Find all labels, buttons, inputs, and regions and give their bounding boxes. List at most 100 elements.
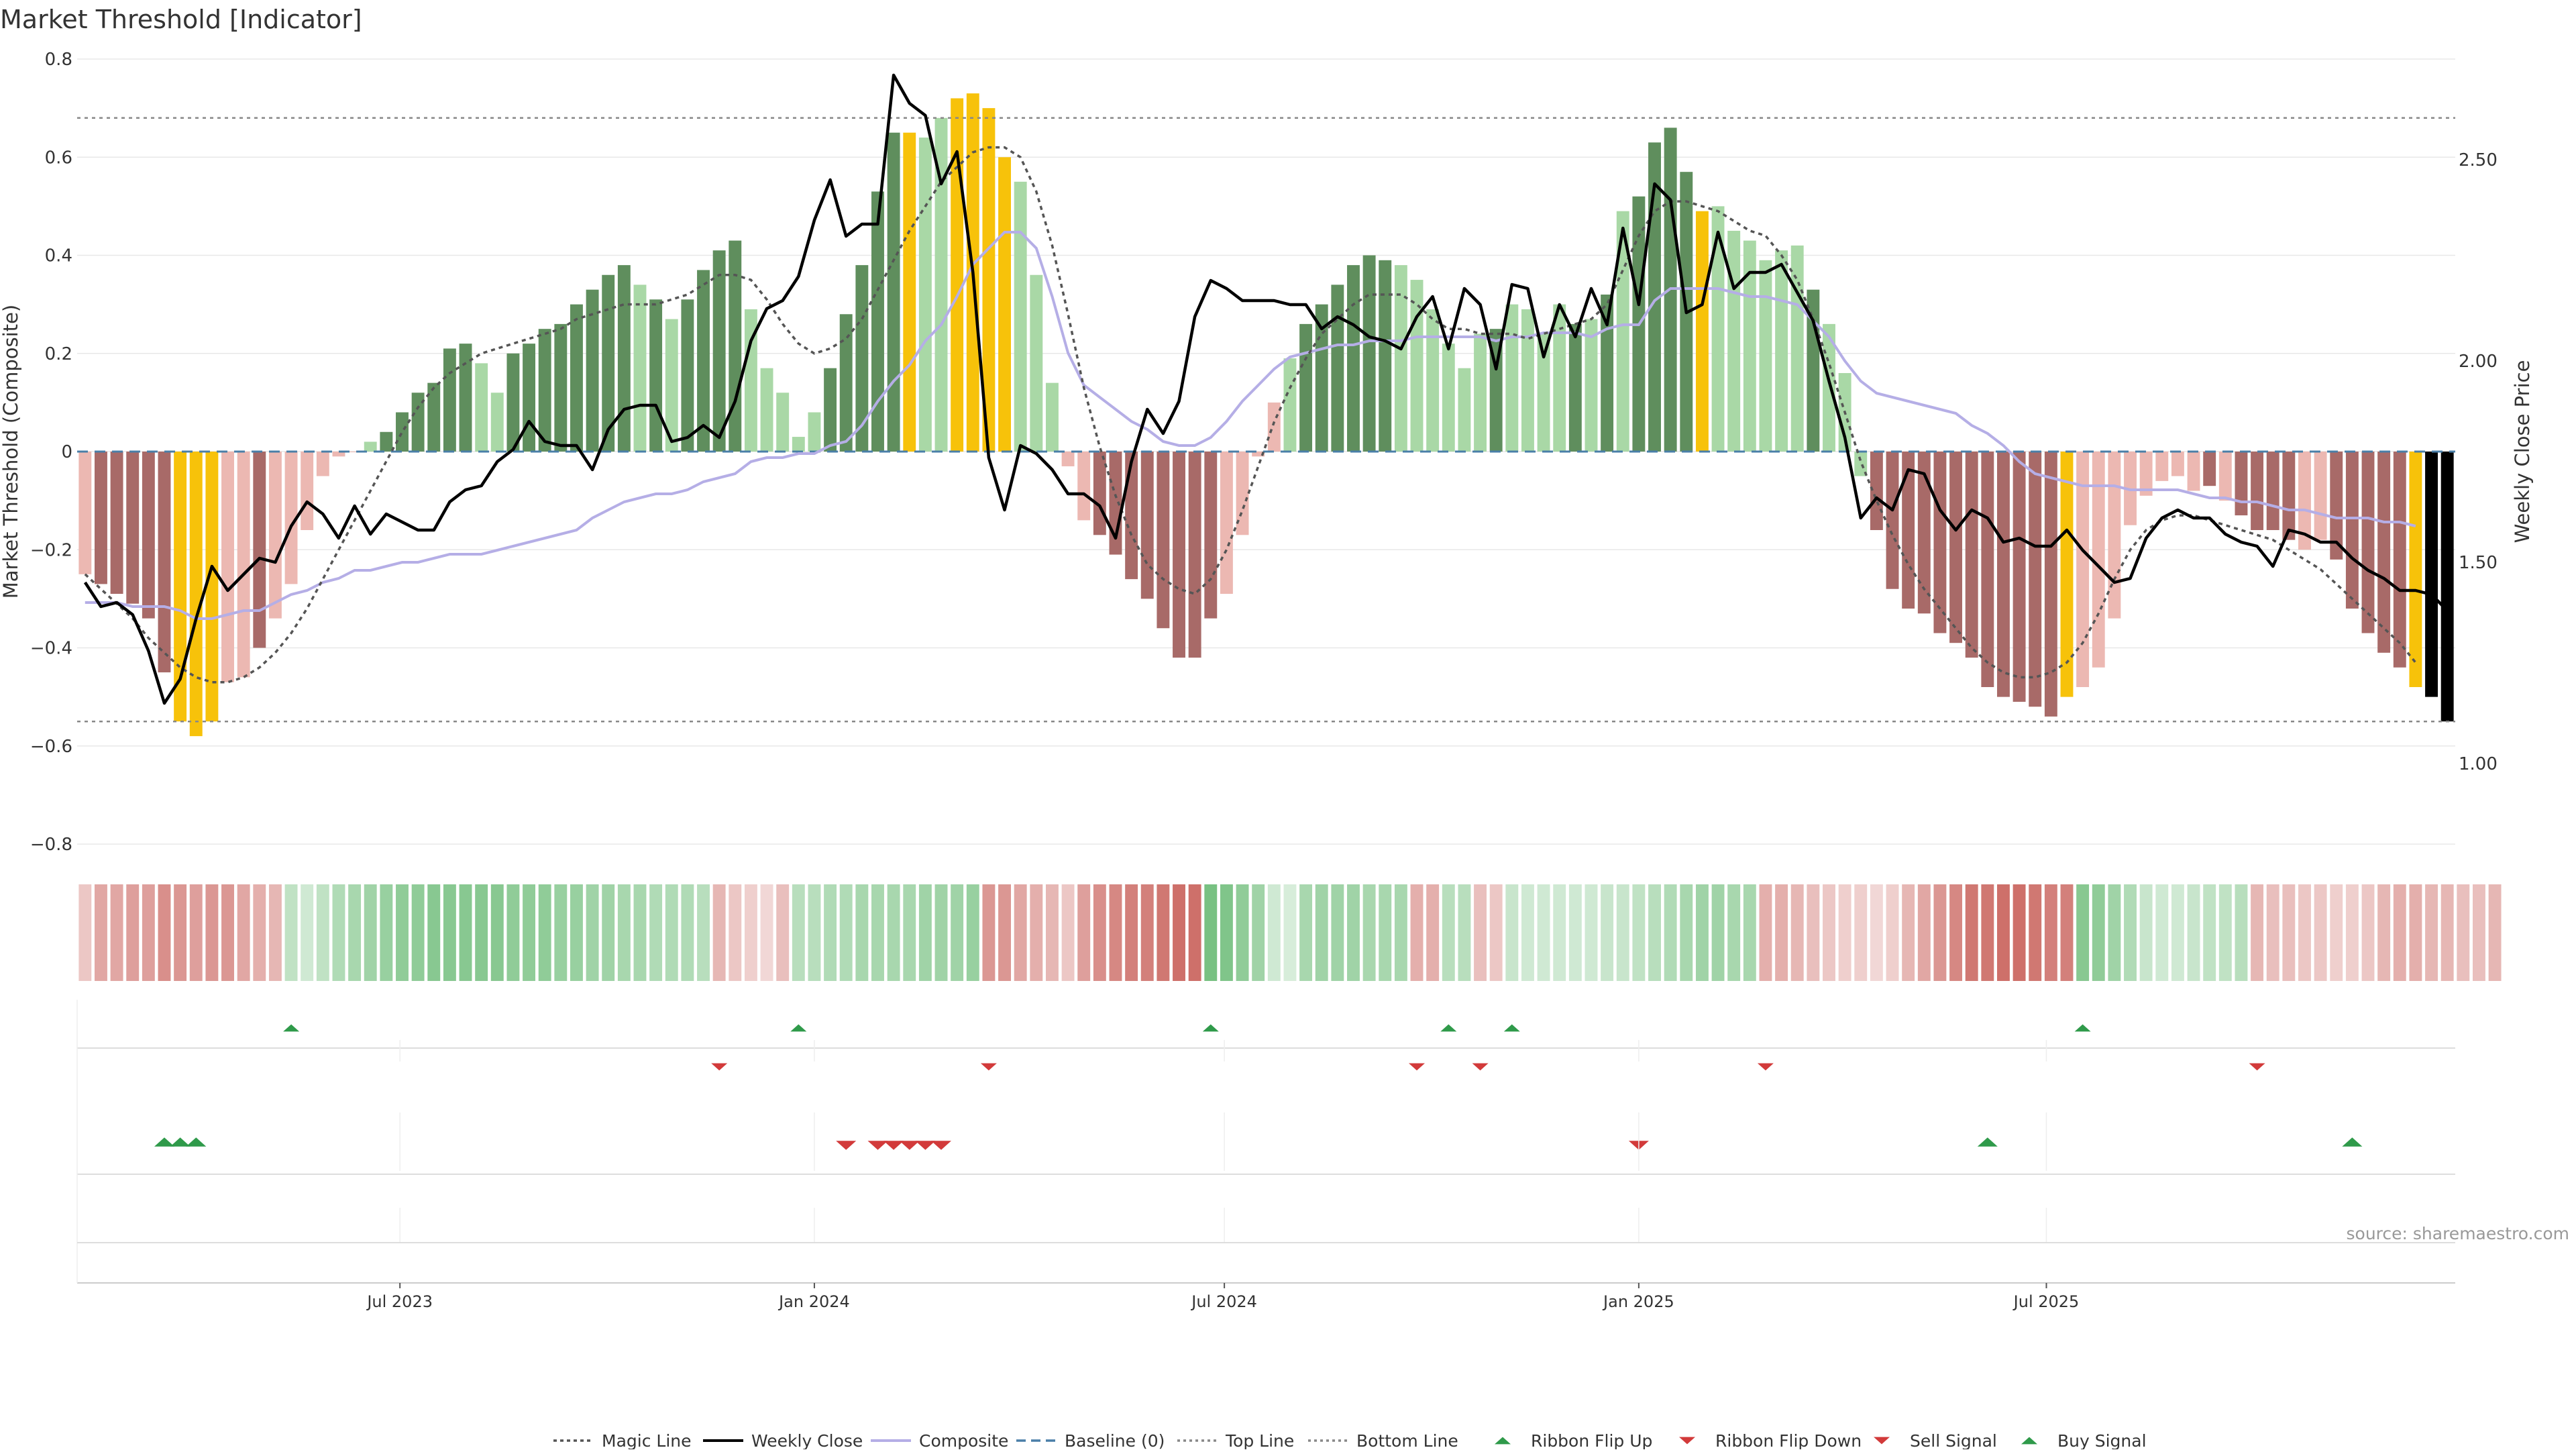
composite-line	[85, 231, 2416, 620]
composite-bar	[2251, 452, 2264, 530]
ribbon	[78, 884, 2502, 981]
ribbon-cell	[2124, 884, 2137, 981]
composite-bar	[1981, 452, 1994, 687]
composite-bar	[2155, 452, 2169, 481]
ribbon-flip-markers	[283, 1024, 2265, 1071]
y-tick-label: 0.6	[45, 148, 72, 168]
ribbon-cell	[1410, 884, 1424, 981]
y-tick-label: 0	[61, 442, 72, 462]
ribbon-cell	[2044, 884, 2057, 981]
y2-tick-label: 1.50	[2459, 553, 2498, 573]
ribbon-cell	[1870, 884, 1883, 981]
ribbon-cell	[2171, 884, 2184, 981]
composite-bar	[1743, 240, 1756, 452]
ribbon-cell	[2425, 884, 2438, 981]
composite-bar	[633, 284, 647, 452]
composite-bar	[2124, 452, 2137, 525]
ribbon-flip-up-marker	[1440, 1024, 1457, 1032]
composite-bar	[2314, 452, 2327, 540]
ribbon-flip-up-marker	[790, 1024, 807, 1032]
composite-bar	[1188, 452, 1201, 658]
legend-item: Top Line	[1177, 1431, 1294, 1451]
composite-bar	[1870, 452, 1883, 530]
composite-bar	[2218, 452, 2232, 501]
ribbon-cell	[2377, 884, 2391, 981]
composite-bar	[1886, 452, 1899, 589]
composite-bar	[396, 412, 409, 452]
composite-bar	[1458, 368, 1471, 452]
composite-bar	[554, 323, 568, 452]
composite-bar	[1204, 452, 1218, 619]
legend-label: Top Line	[1225, 1431, 1294, 1449]
y2-tick-label: 2.50	[2459, 150, 2498, 170]
ribbon-cell	[2457, 884, 2470, 981]
y-tick-label: −0.2	[30, 540, 72, 560]
ribbon-cell	[2108, 884, 2121, 981]
ribbon-cell	[2361, 884, 2375, 981]
composite-bar	[2409, 452, 2422, 687]
legend-swatch	[1495, 1437, 1511, 1445]
ribbon-cell	[1379, 884, 1392, 981]
composite-bar	[142, 452, 155, 619]
ribbon-cell	[1030, 884, 1043, 981]
ribbon-cell	[443, 884, 456, 981]
ribbon-cell	[570, 884, 583, 981]
ribbon-cell	[174, 884, 187, 981]
ribbon-cell	[1267, 884, 1281, 981]
composite-bar	[1410, 280, 1424, 452]
ribbon-cell	[1442, 884, 1455, 981]
ribbon-cell	[1933, 884, 1947, 981]
y2-tick-label: 1.00	[2459, 754, 2498, 774]
composite-bar	[1362, 255, 1376, 452]
composite-bar	[443, 348, 456, 452]
composite-bar	[268, 452, 282, 619]
composite-bar	[1331, 284, 1344, 452]
ribbon-cell	[301, 884, 314, 981]
composite-bar	[332, 452, 345, 457]
ribbon-cell	[158, 884, 171, 981]
ribbon-cell	[411, 884, 425, 981]
legend-swatch	[2021, 1437, 2037, 1445]
ribbon-cell	[2298, 884, 2311, 981]
ribbon-cell	[982, 884, 996, 981]
ribbon-cell	[1823, 884, 1835, 981]
sell-signal-marker	[915, 1141, 936, 1150]
ribbon-cell	[2139, 884, 2153, 981]
composite-bar	[2171, 452, 2184, 476]
composite-bar	[126, 452, 140, 604]
composite-bar	[1616, 211, 1629, 452]
ribbon-cell	[1917, 884, 1931, 981]
ribbon-cell	[490, 884, 504, 981]
ribbon-cell	[1553, 884, 1566, 981]
ribbon-cell	[998, 884, 1012, 981]
ribbon-cell	[1902, 884, 1915, 981]
ribbon-cell	[1125, 884, 1138, 981]
weekly-close-line	[83, 73, 2449, 705]
composite-bar	[776, 393, 790, 452]
sell-signal-marker	[836, 1141, 857, 1150]
ribbon-cell	[1045, 884, 1059, 981]
composite-bar	[824, 368, 837, 452]
y-axis-left: 0.8 0.6 0.4 0.2 0 −0.2 −0.4 −0.6 −0.8	[30, 50, 72, 855]
composite-bar	[2377, 452, 2391, 653]
ribbon-cell	[1711, 884, 1725, 981]
ribbon-cell	[1568, 884, 1582, 981]
ribbon-cell	[633, 884, 647, 981]
composite-bar	[1125, 452, 1138, 580]
y2-axis-title: Weekly Close Price	[2511, 360, 2534, 543]
x-tick-label: Jan 2025	[1602, 1292, 1674, 1311]
composite-bar	[2266, 452, 2279, 530]
ribbon-cell	[855, 884, 869, 981]
composite-bar	[2440, 452, 2454, 722]
ribbon-cell	[2330, 884, 2343, 981]
ribbon-flip-down-marker	[1472, 1063, 1489, 1071]
ribbon-cell	[126, 884, 140, 981]
ribbon-cell	[903, 884, 916, 981]
composite-bar	[2235, 452, 2248, 516]
composite-bar	[1601, 295, 1614, 452]
composite-bar	[1553, 304, 1566, 452]
source-text: source: sharemaestro.com	[2347, 1224, 2570, 1243]
composite-bar	[1775, 250, 1788, 452]
sell-signal-marker	[883, 1141, 904, 1150]
ribbon-cell	[348, 884, 362, 981]
